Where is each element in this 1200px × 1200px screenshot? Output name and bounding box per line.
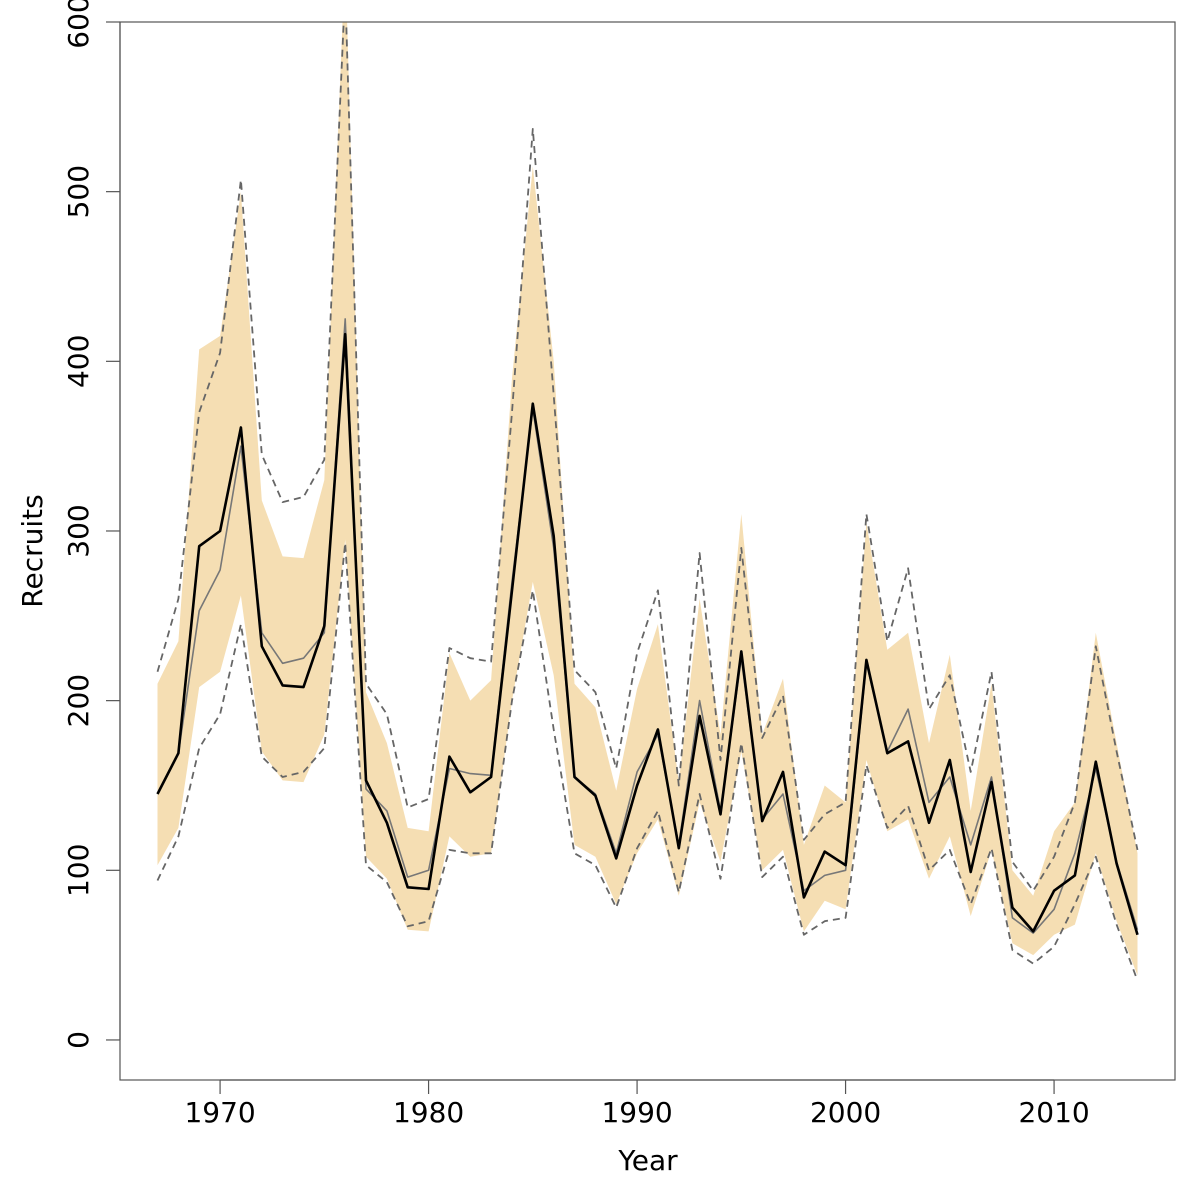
dashed-line: [156, 22, 1139, 892]
x-tick-label: 1970: [184, 1096, 255, 1129]
y-axis-label: Recruits: [16, 494, 49, 607]
y-tick-label: 200: [62, 674, 95, 727]
x-tick-label: 1990: [601, 1096, 672, 1129]
y-tick-label: 300: [62, 504, 95, 557]
y-tick-label: 0: [62, 1031, 95, 1049]
x-tick-label: 2010: [1018, 1096, 1089, 1129]
x-axis-label: Year: [617, 1144, 678, 1177]
dashed-line: [156, 542, 1139, 981]
plot-area: [156, 22, 1139, 981]
confidence-band: [157, 22, 1138, 976]
y-tick-label: 400: [62, 335, 95, 388]
thick-line: [156, 332, 1139, 936]
y-tick-label: 600: [62, 0, 95, 49]
x-tick-label: 2000: [810, 1096, 881, 1129]
y-tick-label: 100: [62, 844, 95, 897]
x-tick-label: 1980: [393, 1096, 464, 1129]
y-tick-label: 500: [62, 165, 95, 218]
